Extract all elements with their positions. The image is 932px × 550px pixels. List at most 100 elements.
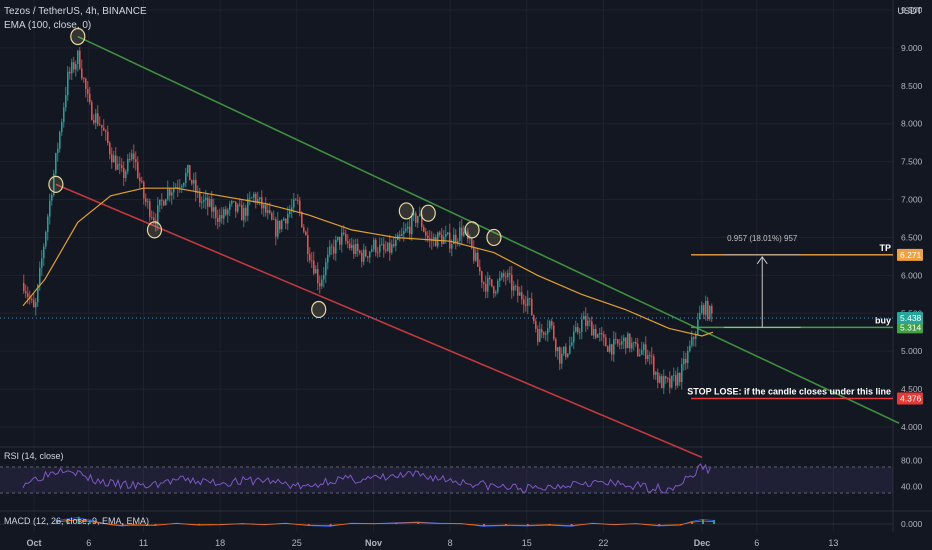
candle-body: [437, 232, 439, 247]
candle-body: [471, 238, 473, 248]
candle-body: [365, 249, 367, 257]
candle-body: [673, 375, 675, 377]
candle-body: [593, 328, 595, 336]
candle-body: [569, 345, 571, 354]
candle-body: [41, 258, 43, 268]
candle-body: [609, 344, 611, 352]
candle-body: [425, 231, 427, 236]
candle-body: [159, 199, 161, 206]
candle-body: [119, 164, 121, 166]
price-unit-label: USDT: [897, 6, 923, 16]
candle-body: [517, 286, 519, 296]
candle-body: [31, 298, 33, 300]
candle-body: [635, 341, 637, 344]
trendlines: [55, 35, 900, 459]
price-tick: 6.500: [901, 232, 923, 242]
ema-legend[interactable]: EMA (100, close, 0): [4, 20, 92, 31]
candle-body: [345, 233, 347, 242]
candle-body: [605, 337, 607, 347]
candle-body: [249, 197, 251, 199]
candle-body: [429, 238, 431, 240]
candle-body: [661, 376, 663, 388]
macd-panel: [0, 516, 893, 527]
candle-body: [109, 142, 111, 155]
candle-body: [671, 375, 673, 388]
candle-body: [599, 333, 601, 335]
candle-body: [467, 231, 469, 239]
candle-body: [63, 107, 65, 123]
candle-body: [217, 218, 219, 222]
candle-body: [47, 216, 49, 232]
candle-body: [639, 354, 641, 357]
candle-body: [233, 200, 235, 202]
candle-body: [375, 239, 377, 253]
candle-body: [321, 279, 323, 287]
candle-body: [631, 342, 633, 349]
candle-body: [353, 244, 355, 254]
candle-body: [367, 256, 369, 258]
candle-body: [163, 200, 165, 206]
candle-body: [143, 181, 145, 199]
candle-body: [389, 242, 391, 253]
candle-body: [129, 159, 131, 160]
measure-arrow-head: [756, 255, 768, 265]
candle-body: [91, 102, 93, 120]
candle-body: [137, 162, 139, 178]
candle-body: [223, 209, 225, 219]
candle-body: [265, 204, 267, 213]
macd-histogram-bar: [712, 519, 715, 524]
candle-body: [445, 234, 447, 237]
candle-body: [623, 337, 625, 342]
candle-body: [363, 249, 365, 262]
candle-body: [297, 200, 299, 201]
candle-body: [541, 329, 543, 333]
candle-body: [527, 298, 529, 306]
candle-body: [487, 277, 489, 292]
macd-signal-line: [55, 519, 714, 527]
candle-body: [525, 304, 527, 306]
candle-body: [695, 334, 697, 339]
candle-body: [615, 339, 617, 340]
candle-body: [421, 214, 423, 228]
candlesticks: [23, 47, 713, 394]
candle-body: [493, 286, 495, 294]
candle-body: [193, 179, 195, 184]
macd-histogram-bar: [77, 516, 80, 524]
time-tick: 25: [292, 538, 302, 548]
candle-body: [633, 341, 635, 343]
candle-body: [227, 209, 229, 215]
candle-body: [251, 197, 253, 199]
candle-body: [229, 203, 231, 210]
candle-body: [483, 282, 485, 285]
candle-body: [529, 298, 531, 300]
candle-body: [161, 199, 163, 201]
candle-body: [513, 285, 515, 291]
rsi-band: [0, 467, 893, 493]
candle-body: [255, 193, 257, 203]
candle-body: [105, 130, 107, 132]
symbol-title[interactable]: Tezos / TetherUS, 4h, BINANCE: [4, 6, 147, 17]
price-tick: 4.000: [901, 422, 923, 432]
candle-body: [475, 252, 477, 261]
candle-body: [653, 356, 655, 375]
candle-body: [147, 201, 149, 203]
macd-legend[interactable]: MACD (12, 26, close, 9, EMA, EMA): [4, 516, 150, 526]
candle-body: [677, 373, 679, 386]
candle-body: [141, 181, 143, 182]
candle-body: [625, 337, 627, 349]
candle-body: [125, 171, 127, 179]
candle-body: [183, 182, 185, 186]
candle-body: [579, 331, 581, 333]
TP-level-tag: TP: [879, 243, 891, 253]
candle-body: [369, 251, 371, 258]
candle-body: [481, 271, 483, 283]
rsi-legend[interactable]: RSI (14, close): [4, 451, 64, 461]
candle-body: [95, 113, 97, 123]
candle-body: [289, 211, 291, 215]
candle-body: [247, 198, 249, 216]
candle-body: [603, 334, 605, 338]
last-price-badge: [897, 311, 923, 324]
candle-body: [687, 350, 689, 364]
candle-body: [241, 205, 243, 221]
